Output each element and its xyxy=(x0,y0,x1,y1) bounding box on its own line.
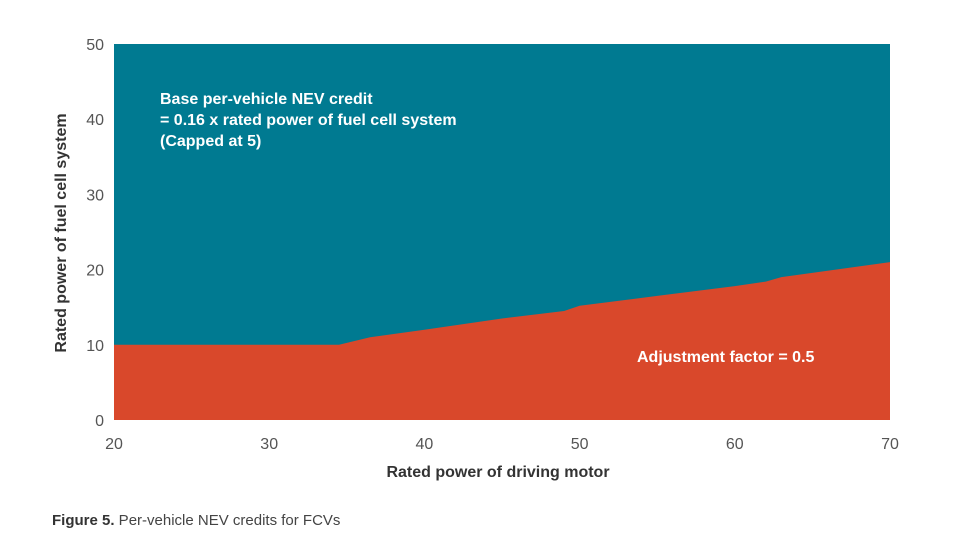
chart-svg: 20 30 40 50 60 70 0 10 20 30 40 50 Rated power of … xyxy=(53,37,899,481)
x-axis-title: Rated power of driving motor xyxy=(386,464,609,481)
lower-region-label: Adjustment factor = 0.5 xyxy=(637,349,814,366)
upper-region-label: Base per-vehicle NEV credit = 0.16 x rat… xyxy=(160,91,461,150)
x-tick-labels: 20 30 40 50 60 70 xyxy=(105,436,899,453)
y-tick-label: 30 xyxy=(86,187,104,204)
x-tick-label: 40 xyxy=(416,436,434,453)
y-tick-label: 40 xyxy=(86,112,104,129)
y-tick-label: 0 xyxy=(95,413,104,430)
figure-caption: Figure 5. Per-vehicle NEV credits for FC… xyxy=(52,512,340,529)
y-tick-label: 10 xyxy=(86,338,104,355)
x-tick-label: 30 xyxy=(260,436,278,453)
upper-region-label-line: (Capped at 5) xyxy=(160,133,261,150)
y-tick-label: 50 xyxy=(86,37,104,54)
y-axis-title: Rated power of fuel cell system xyxy=(53,113,70,352)
figure-caption-text: Per-vehicle NEV credits for FCVs xyxy=(114,512,341,529)
upper-region-label-line: = 0.16 x rated power of fuel cell system xyxy=(160,112,457,129)
x-tick-label: 50 xyxy=(571,436,589,453)
lower-region-area xyxy=(114,262,890,420)
figure-number: Figure 5. xyxy=(52,512,115,529)
y-tick-labels: 0 10 20 30 40 50 xyxy=(86,37,104,430)
x-tick-label: 20 xyxy=(105,436,123,453)
upper-region-label-line: Base per-vehicle NEV credit xyxy=(160,91,373,108)
y-tick-label: 20 xyxy=(86,263,104,280)
x-tick-label: 60 xyxy=(726,436,744,453)
x-tick-label: 70 xyxy=(881,436,899,453)
